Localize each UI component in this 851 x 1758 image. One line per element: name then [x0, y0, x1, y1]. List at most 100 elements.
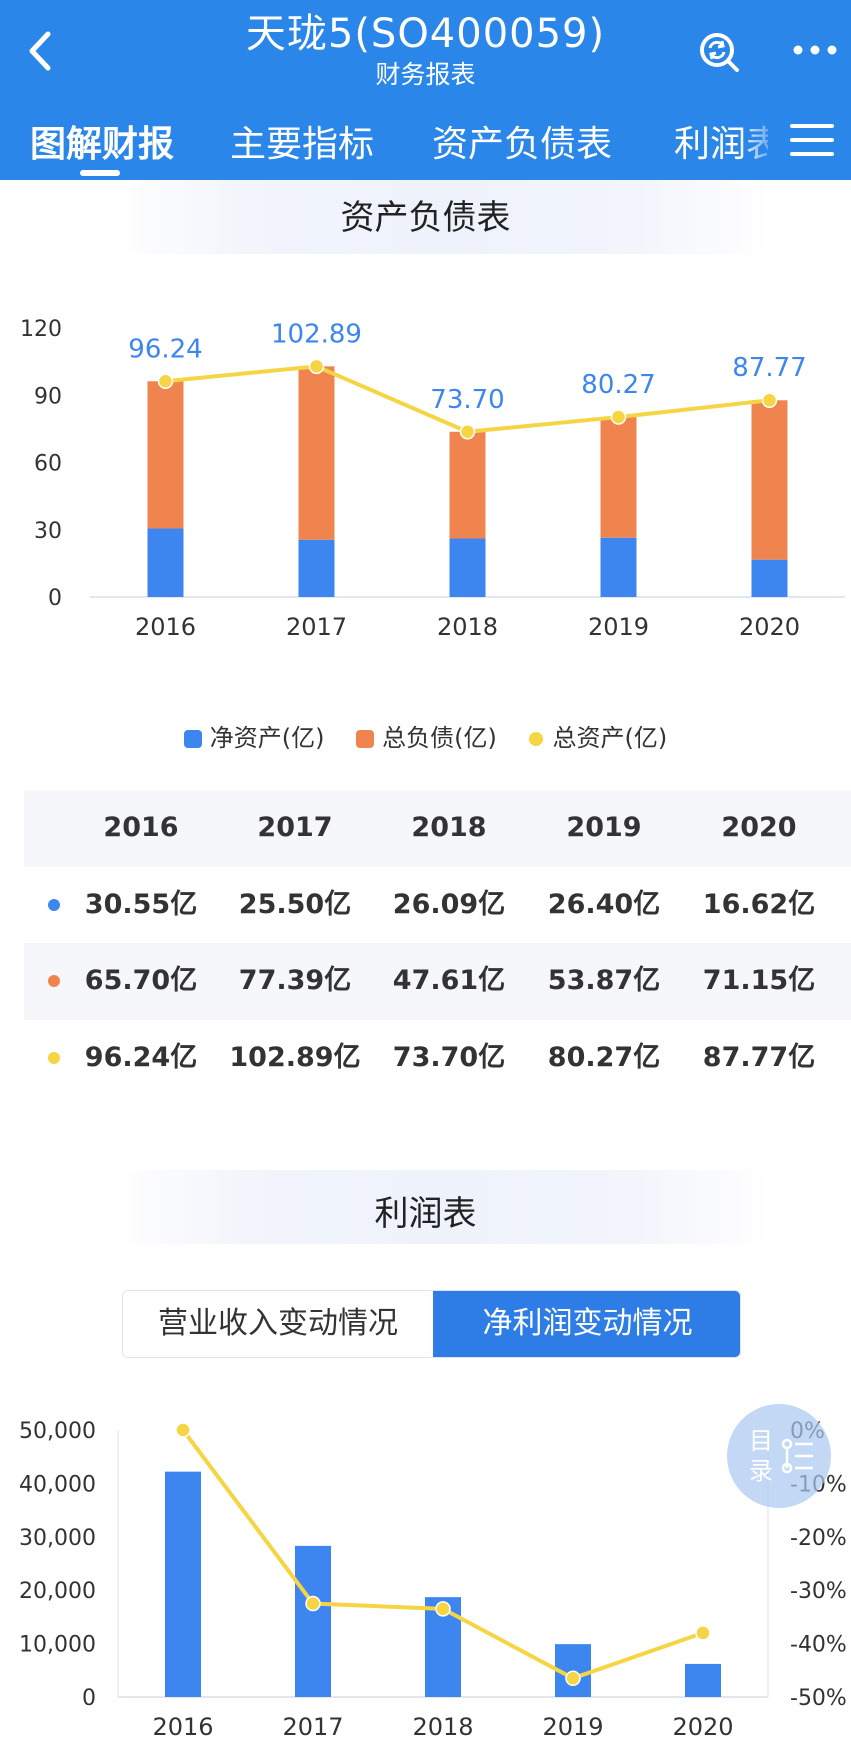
row-marker: [48, 975, 60, 987]
bar-total-liabilities: [147, 381, 184, 529]
bar-total-liabilities: [600, 417, 637, 538]
table-header-cell: 2020: [721, 812, 797, 843]
legend-swatch: [183, 730, 202, 748]
table-cell: 25.50亿: [238, 888, 352, 920]
table-cell: 102.89亿: [229, 1041, 361, 1073]
more-button[interactable]: [792, 36, 838, 64]
data-label: 73.70: [430, 385, 504, 415]
balance-legend: 净资产(亿) 总负债(亿) 总资产(亿): [0, 718, 851, 758]
point-total-assets: [761, 392, 778, 408]
x-tick-label: 2016: [135, 613, 196, 641]
profit-section-title: 利润表: [374, 1194, 477, 1234]
point-change-rate: [175, 1422, 191, 1438]
y-tick-label-left: 0: [82, 1686, 96, 1711]
bar-net-profit: [685, 1663, 721, 1697]
point-change-rate: [435, 1601, 451, 1617]
row-marker: [48, 898, 60, 911]
section-title-bg: [110, 180, 770, 254]
data-label: 80.27: [581, 370, 655, 400]
legend-item-total-liabilities[interactable]: 总负债(亿): [356, 718, 497, 753]
y-tick-label: 0: [48, 586, 62, 611]
segment-net-profit-change[interactable]: 净利润变动情况: [433, 1291, 740, 1357]
y-tick-label: 90: [34, 384, 62, 409]
more-dots-icon: [793, 45, 837, 55]
refresh-search-icon: [700, 33, 739, 72]
table-cell: 16.62亿: [702, 888, 816, 920]
y-tick-label-left: 20,000: [19, 1579, 96, 1604]
table-cell: 87.77亿: [702, 1041, 816, 1073]
balance-chart-svg: 0 30 60 90 120 2016 2017 2018 2019 2020 96.24 102.8…: [20, 317, 845, 641]
table-cell: 26.09亿: [392, 888, 506, 920]
balance-chart: 0 30 60 90 120 2016 2017 2018 2019 2020 96.24 102.8…: [0, 300, 851, 660]
point-total-assets: [459, 424, 476, 440]
bar-net-assets: [600, 537, 637, 597]
y-tick-label: 60: [34, 452, 62, 477]
refresh-button[interactable]: [695, 30, 743, 74]
legend-label: 总负债(亿): [382, 724, 497, 752]
x-tick-label: 2018: [437, 613, 498, 641]
point-total-assets: [308, 358, 325, 375]
toc-floating-button[interactable]: 目录: [727, 1404, 831, 1508]
table-cell: 65.70亿: [84, 965, 198, 996]
section-title-bg: [110, 1170, 770, 1244]
x-tick-label: 2017: [282, 1713, 343, 1741]
table-cell: 26.40亿: [547, 888, 661, 920]
table-header-cell: 2017: [257, 812, 333, 843]
title-block: 天珑5(SO400059) 财务报表: [0, 8, 851, 90]
y-tick-label-right: -20%: [790, 1526, 847, 1551]
y-tick-label-right: -40%: [790, 1633, 847, 1658]
legend-item-total-assets[interactable]: 总资产(亿): [528, 718, 668, 753]
bar-net-assets: [147, 528, 184, 597]
toc-label: 目录: [749, 1427, 773, 1485]
x-tick-label: 2020: [672, 1713, 733, 1741]
x-tick-label: 2017: [286, 613, 347, 641]
table-row: 65.70亿 77.39亿 47.61亿 53.87亿 71.15亿: [24, 943, 851, 1020]
bar-total-liabilities: [751, 400, 788, 560]
tab-bar: 图解财报 主要指标 资产负债表: [0, 112, 851, 180]
y-tick-label-left: 40,000: [19, 1472, 96, 1497]
bar-total-liabilities: [298, 366, 335, 540]
data-label: 96.24: [128, 334, 202, 364]
data-label: 87.77: [732, 353, 806, 383]
table-row: 30.55亿 25.50亿 26.09亿 26.40亿 16.62亿: [24, 867, 851, 944]
table-cell: 30.55亿: [84, 888, 198, 920]
tree-list-icon: [781, 1438, 813, 1474]
tab-key-metrics[interactable]: 主要指标: [230, 124, 375, 165]
bar-net-profit: [165, 1471, 201, 1697]
table-cell: 73.70亿: [392, 1041, 506, 1073]
x-tick-label: 2019: [588, 613, 649, 641]
menu-line: [790, 138, 834, 142]
tab-menu-button[interactable]: [790, 124, 834, 164]
table-cell: 96.24亿: [84, 1041, 198, 1073]
profit-chart: 010,00020,00030,00040,00050,0000%-10%-20…: [0, 1400, 851, 1758]
bar-net-assets: [751, 559, 788, 597]
table-cell: 80.27亿: [547, 1041, 661, 1073]
page-title: 天珑5(SO400059): [245, 11, 606, 57]
bar-net-profit: [295, 1545, 331, 1697]
segment-revenue-change[interactable]: 营业收入变动情况: [123, 1291, 433, 1357]
table-cell: 71.15亿: [702, 965, 816, 996]
point-change-rate: [305, 1595, 321, 1612]
profit-segmented-control: 营业收入变动情况 净利润变动情况: [122, 1290, 741, 1358]
legend-item-net-assets[interactable]: 净资产(亿): [183, 718, 325, 753]
back-button[interactable]: [22, 26, 62, 76]
legend-label: 净资产(亿): [209, 724, 325, 752]
tab-charts[interactable]: 图解财报: [30, 124, 175, 165]
x-tick-label: 2018: [412, 1713, 473, 1741]
row-marker: [48, 1051, 60, 1064]
page-subtitle: 财务报表: [375, 60, 476, 89]
legend-label: 总资产(亿): [552, 724, 668, 752]
table-cell: 47.61亿: [392, 965, 506, 996]
legend-swatch: [356, 730, 375, 748]
point-change-rate: [565, 1670, 581, 1687]
data-label: 102.89: [271, 319, 362, 349]
bar-net-assets: [298, 539, 335, 597]
table-header-cell: 2018: [411, 812, 487, 843]
tab-balance-sheet[interactable]: 资产负债表: [432, 124, 613, 165]
table-header-row: 2016 2017 2018 2019 2020: [24, 790, 851, 867]
y-tick-label: 120: [20, 317, 62, 342]
table-header-cell: 2019: [566, 812, 642, 843]
menu-line: [790, 152, 834, 156]
balance-data-table: 2016 2017 2018 2019 2020 30.55亿 25.50亿 2…: [24, 790, 851, 1096]
table-row: 96.24亿 102.89亿 73.70亿 80.27亿 87.77亿: [24, 1020, 851, 1097]
